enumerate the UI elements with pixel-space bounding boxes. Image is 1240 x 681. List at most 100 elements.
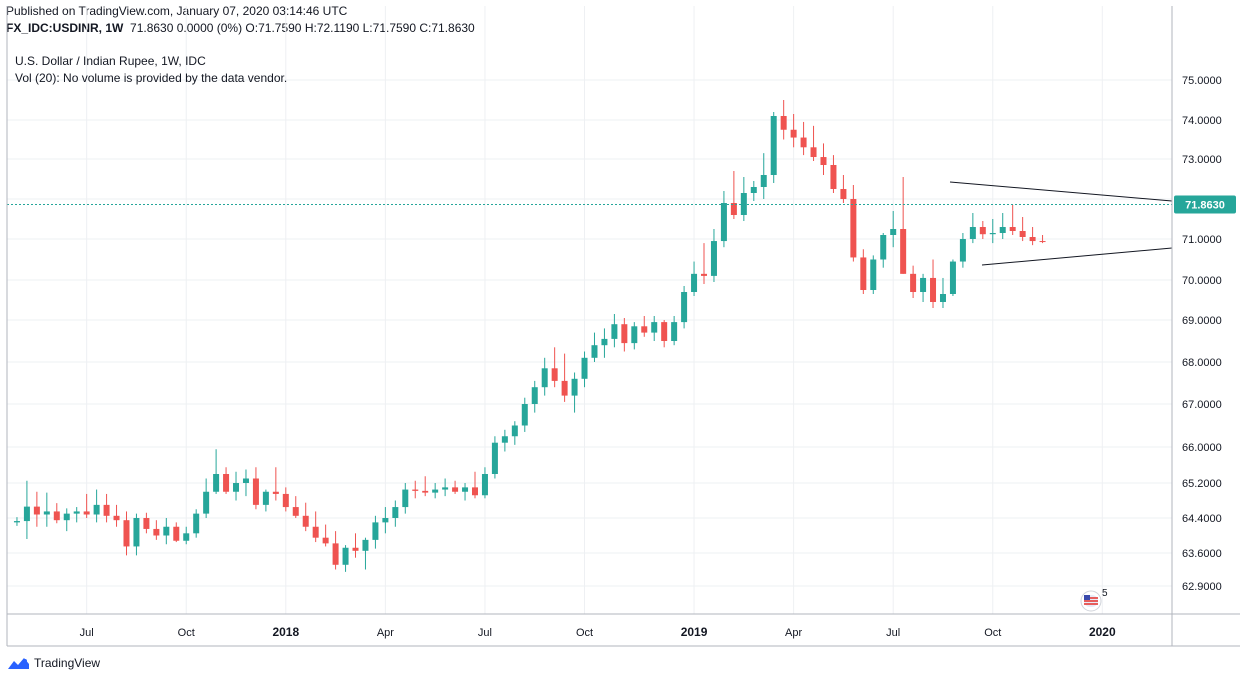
y-tick-label: 71.0000 (1182, 234, 1222, 246)
candle-body (491, 442, 498, 474)
candle-body (701, 273, 708, 276)
candle-body (1039, 241, 1046, 243)
candle-body (850, 199, 857, 258)
candle-body (641, 326, 648, 333)
candle-body (521, 404, 528, 426)
candle-body (53, 511, 60, 521)
candle-body (372, 522, 379, 540)
candle-body (860, 257, 867, 290)
y-tick-label: 66.0000 (1182, 442, 1222, 454)
candle-body (511, 425, 518, 437)
candle-body (432, 489, 439, 493)
brand-logo[interactable]: TradingView (6, 654, 100, 672)
candle-body (422, 490, 429, 493)
candle-body (133, 518, 140, 547)
x-tick-label: 2020 (1089, 625, 1116, 639)
last-price-badge (1174, 195, 1236, 214)
candle-body (930, 277, 937, 302)
candle-body (591, 345, 598, 358)
y-tick-label: 68.0000 (1182, 357, 1222, 369)
candle-body (471, 487, 478, 496)
candle-body (770, 116, 777, 175)
candle-body (83, 511, 90, 515)
candle-body (1029, 237, 1036, 242)
candle-body (213, 474, 220, 492)
candle-body (143, 518, 150, 529)
candle-body (163, 526, 170, 536)
candle-body (920, 277, 927, 292)
candle-body (910, 273, 917, 292)
candle-body (242, 478, 249, 483)
candle-body (760, 175, 767, 187)
candlestick-series (13, 100, 1046, 572)
price-axis: 75.000074.000073.000072.000071.000070.00… (1182, 75, 1222, 593)
candle-body (561, 380, 568, 396)
candle-body (810, 147, 817, 158)
candle-body (93, 504, 100, 515)
candle-body (392, 507, 399, 518)
price-axis-bg (1172, 6, 1240, 614)
last-price-badge-label: 71.8630 (1185, 199, 1225, 211)
x-tick-label: 2019 (681, 625, 708, 639)
ohlc-values: 71.8630 0.0000 (0%) O:71.7590 H:72.1190 … (130, 21, 475, 35)
candle-body (890, 229, 897, 235)
candle-body (750, 187, 757, 193)
candle-body (282, 493, 289, 508)
x-tick-label: Oct (576, 627, 593, 639)
candle-body (541, 368, 548, 388)
candle-body (252, 478, 259, 505)
candle-body (402, 489, 409, 508)
x-tick-label: Apr (785, 627, 802, 639)
symbol-label[interactable]: FX_IDC:USDINR, 1W (6, 21, 124, 35)
legend-title: U.S. Dollar / Indian Rupee, 1W, IDC (15, 54, 206, 68)
candle-body (830, 165, 837, 189)
y-tick-label: 74.0000 (1182, 115, 1222, 127)
candle-body (1019, 231, 1026, 237)
candle-body (691, 273, 698, 292)
candle-body (103, 504, 110, 516)
candle-body (870, 259, 877, 290)
candle-body (780, 116, 787, 130)
quote-line: FX_IDC:USDINR, 1W 71.8630 0.0000 (0%) O:… (6, 21, 475, 35)
candle-body (571, 378, 578, 396)
candle-body (203, 491, 210, 514)
candle-body (840, 189, 847, 199)
candle-body (1009, 227, 1016, 231)
tradingview-logo-icon (8, 658, 29, 669)
y-tick-label: 73.0000 (1182, 154, 1222, 166)
candle-body (183, 533, 190, 541)
candle-body (153, 528, 160, 536)
candle-body (173, 526, 180, 541)
candle-body (601, 338, 608, 346)
x-tick-label: Oct (984, 627, 1001, 639)
candle-body (900, 229, 907, 274)
candle-body (352, 547, 359, 551)
candle-body (442, 487, 449, 490)
y-tick-label: 70.0000 (1182, 275, 1222, 287)
candle-body (551, 368, 558, 381)
candle-body (581, 357, 588, 379)
y-tick-label: 63.6000 (1182, 548, 1222, 560)
candle-body (681, 292, 688, 323)
candle-body (999, 227, 1006, 233)
candle-body (123, 520, 130, 547)
x-tick-label: Apr (377, 627, 394, 639)
pattern-upper-line (949, 181, 1173, 202)
candle-body (272, 491, 279, 494)
candle-body (322, 537, 329, 544)
candle-body (671, 322, 678, 341)
pattern-lower-line (981, 247, 1173, 266)
candle-body (73, 511, 80, 514)
candle-body (342, 547, 349, 565)
candle-body (939, 294, 946, 302)
candle-body (611, 324, 618, 339)
candle-body (412, 489, 419, 491)
candle-body (661, 322, 668, 341)
candle-body (531, 387, 538, 404)
candle-body (362, 539, 369, 551)
candle-body (382, 518, 389, 523)
economic-event-badge[interactable]: 5 (1080, 588, 1108, 612)
x-tick-label: Jul (886, 627, 900, 639)
brand-name: TradingView (34, 656, 101, 670)
